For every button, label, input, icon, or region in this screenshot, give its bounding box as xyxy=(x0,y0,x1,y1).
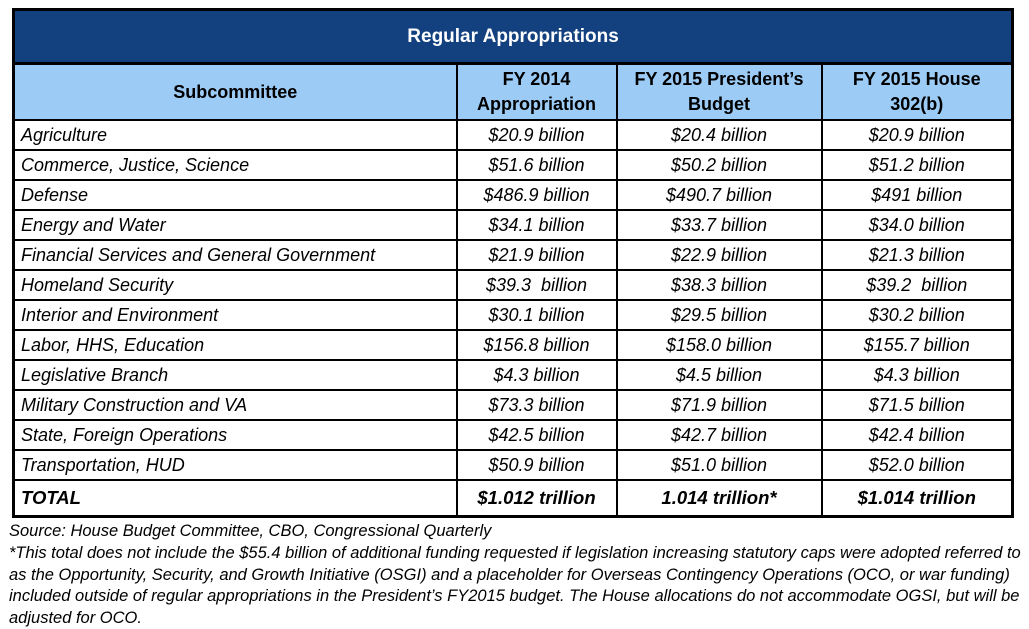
total-label-cell: TOTAL xyxy=(12,479,458,518)
fy2015-house-value-cell: $42.4 billion xyxy=(820,419,1014,452)
fy2015-house-value-cell: $71.5 billion xyxy=(820,389,1014,422)
column-header-subcommittee: Subcommittee xyxy=(12,62,458,122)
fy2015-house-value-cell: $491 billion xyxy=(820,179,1014,212)
table-title: Regular Appropriations xyxy=(11,8,1015,65)
column-header-fy2015-house-302b: FY 2015 House 302(b) xyxy=(820,62,1014,122)
fy2014-value-cell: $156.8 billion xyxy=(455,329,618,362)
fy2015-budget-value-cell: $490.7 billion xyxy=(615,179,823,212)
table-row-energy-and-water: Energy and Water $34.1 billion $33.7 bil… xyxy=(12,209,1014,242)
fy2014-value-cell: $30.1 billion xyxy=(455,299,618,332)
subcommittee-cell: State, Foreign Operations xyxy=(12,419,458,452)
fy2015-house-value-cell: $39.2 billion xyxy=(820,269,1014,302)
total-fy2015-budget-cell: 1.014 trillion* xyxy=(615,479,823,518)
subcommittee-cell: Agriculture xyxy=(12,119,458,152)
fy2015-budget-value-cell: $158.0 billion xyxy=(615,329,823,362)
table-row-military-construction-va: Military Construction and VA $73.3 billi… xyxy=(12,389,1014,422)
table-row-financial-services: Financial Services and General Governmen… xyxy=(12,239,1014,272)
column-header-fy2015-presidents-budget: FY 2015 President’s Budget xyxy=(615,62,823,122)
table-row-homeland-security: Homeland Security $39.3 billion $38.3 bi… xyxy=(12,269,1014,302)
fy2015-budget-value-cell: $4.5 billion xyxy=(615,359,823,392)
column-header-row: Subcommittee FY 2014 Appropriation FY 20… xyxy=(12,62,1014,122)
appropriations-table: Regular Appropriations Subcommittee FY 2… xyxy=(11,8,1015,518)
fy2014-value-cell: $51.6 billion xyxy=(455,149,618,182)
fy2015-budget-value-cell: $22.9 billion xyxy=(615,239,823,272)
fy2015-house-value-cell: $21.3 billion xyxy=(820,239,1014,272)
fy2015-budget-value-cell: $71.9 billion xyxy=(615,389,823,422)
table-row-interior-and-environment: Interior and Environment $30.1 billion $… xyxy=(12,299,1014,332)
table-row-legislative-branch: Legislative Branch $4.3 billion $4.5 bil… xyxy=(12,359,1014,392)
fy2015-house-value-cell: $51.2 billion xyxy=(820,149,1014,182)
subcommittee-cell: Legislative Branch xyxy=(12,359,458,392)
fy2014-value-cell: $34.1 billion xyxy=(455,209,618,242)
fy2015-house-value-cell: $52.0 billion xyxy=(820,449,1014,482)
subcommittee-cell: Homeland Security xyxy=(12,269,458,302)
table-row-state-foreign-operations: State, Foreign Operations $42.5 billion … xyxy=(12,419,1014,452)
table-row-transportation-hud: Transportation, HUD $50.9 billion $51.0 … xyxy=(12,449,1014,482)
fy2015-house-value-cell: $4.3 billion xyxy=(820,359,1014,392)
column-header-fy2014-appropriation: FY 2014 Appropriation xyxy=(455,62,618,122)
fy2014-value-cell: $50.9 billion xyxy=(455,449,618,482)
fy2015-house-value-cell: $30.2 billion xyxy=(820,299,1014,332)
subcommittee-cell: Financial Services and General Governmen… xyxy=(12,239,458,272)
fy2015-house-value-cell: $20.9 billion xyxy=(820,119,1014,152)
subcommittee-cell: Transportation, HUD xyxy=(12,449,458,482)
table-row-commerce-justice-science: Commerce, Justice, Science $51.6 billion… xyxy=(12,149,1014,182)
subcommittee-cell: Commerce, Justice, Science xyxy=(12,149,458,182)
total-fy2015-house-cell: $1.014 trillion xyxy=(820,479,1014,518)
subcommittee-cell: Military Construction and VA xyxy=(12,389,458,422)
subcommittee-cell: Labor, HHS, Education xyxy=(12,329,458,362)
footnote: *This total does not include the $55.4 b… xyxy=(9,544,1021,627)
fy2015-budget-value-cell: $33.7 billion xyxy=(615,209,823,242)
total-fy2014-cell: $1.012 trillion xyxy=(455,479,618,518)
fy2015-budget-value-cell: $42.7 billion xyxy=(615,419,823,452)
table-row-total: TOTAL $1.012 trillion 1.014 trillion* $1… xyxy=(12,479,1014,518)
fy2014-value-cell: $39.3 billion xyxy=(455,269,618,302)
subcommittee-cell: Energy and Water xyxy=(12,209,458,242)
fy2014-value-cell: $486.9 billion xyxy=(455,179,618,212)
fy2015-budget-value-cell: $50.2 billion xyxy=(615,149,823,182)
fy2015-budget-value-cell: $38.3 billion xyxy=(615,269,823,302)
fy2015-budget-value-cell: $20.4 billion xyxy=(615,119,823,152)
source-line: Source: House Budget Committee, CBO, Con… xyxy=(9,521,492,540)
subcommittee-cell: Interior and Environment xyxy=(12,299,458,332)
fy2014-value-cell: $21.9 billion xyxy=(455,239,618,272)
subcommittee-cell: Defense xyxy=(12,179,458,212)
fy2015-house-value-cell: $155.7 billion xyxy=(820,329,1014,362)
fy2015-house-value-cell: $34.0 billion xyxy=(820,209,1014,242)
fy2015-budget-value-cell: $51.0 billion xyxy=(615,449,823,482)
table-row-agriculture: Agriculture $20.9 billion $20.4 billion … xyxy=(12,119,1014,152)
fy2014-value-cell: $4.3 billion xyxy=(455,359,618,392)
fy2014-value-cell: $20.9 billion xyxy=(455,119,618,152)
title-row: Regular Appropriations xyxy=(11,8,1015,65)
table-footer: Source: House Budget Committee, CBO, Con… xyxy=(9,521,1023,629)
fy2014-value-cell: $73.3 billion xyxy=(455,389,618,422)
table-row-labor-hhs-education: Labor, HHS, Education $156.8 billion $15… xyxy=(12,329,1014,362)
fy2015-budget-value-cell: $29.5 billion xyxy=(615,299,823,332)
fy2014-value-cell: $42.5 billion xyxy=(455,419,618,452)
table-row-defense: Defense $486.9 billion $490.7 billion $4… xyxy=(12,179,1014,212)
